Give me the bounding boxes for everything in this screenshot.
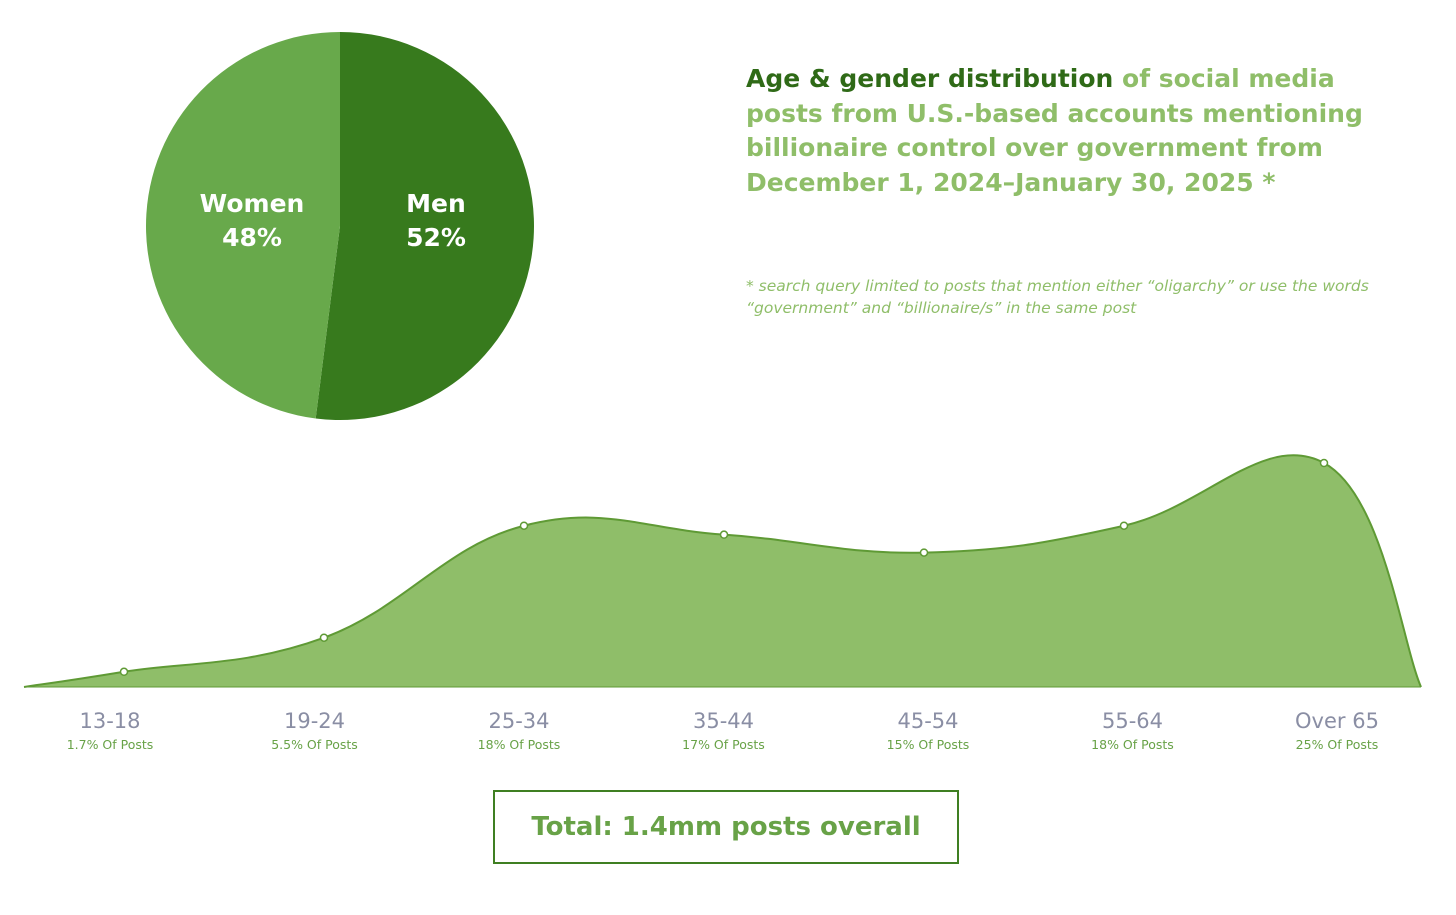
pie-label-men-value: 52% <box>406 223 466 252</box>
value-label-35-44: 17% Of Posts <box>682 737 765 752</box>
tick-label-over-65: Over 65 <box>1295 709 1379 733</box>
area-line <box>23 454 1422 688</box>
value-label-25-34: 18% Of Posts <box>477 737 561 752</box>
tick-label-45-54: 45-54 <box>897 709 959 733</box>
pie-label-women-value: 48% <box>222 223 282 252</box>
chart-title-highlight: Age & gender distribution <box>746 64 1114 93</box>
data-point-55-64 <box>1119 521 1129 530</box>
data-point-over-65 <box>1319 458 1329 468</box>
value-label-13-18: 1.7% Of Posts <box>66 737 154 752</box>
data-point-13-18 <box>119 667 129 677</box>
age-label-13-18: 13-18 1.7% Of Posts <box>10 708 210 753</box>
value-label-55-64: 18% Of Posts <box>1091 737 1174 752</box>
age-label-35-44: 35-44 17% Of Posts <box>624 708 824 753</box>
age-label-45-54: 45-54 15% Of Posts <box>828 708 1028 753</box>
data-point-35-44 <box>719 530 729 539</box>
tick-label-13-18: 13-18 <box>79 709 141 733</box>
data-point-25-34 <box>519 521 529 530</box>
area-fill <box>24 455 1421 687</box>
age-area-chart <box>23 454 1422 688</box>
tick-label-19-24: 19-24 <box>283 709 346 733</box>
total-text: Total: 1.4mm posts overall <box>531 812 921 842</box>
age-label-55-64: 55-64 18% Of Posts <box>1033 708 1233 753</box>
total-box: Total: 1.4mm posts overall <box>493 790 959 864</box>
pie-label-men-name: Men <box>406 189 466 218</box>
chart-title-rest: of social media posts from U.S.-based ac… <box>746 64 1363 197</box>
data-point-19-24 <box>319 633 329 642</box>
pie-slice-women <box>145 32 340 419</box>
tick-label-25-34: 25-34 <box>488 709 550 733</box>
value-label-over-65: 25% Of Posts <box>1295 737 1379 752</box>
chart-title: Age & gender distribution of social medi… <box>746 62 1406 200</box>
value-label-19-24: 5.5% Of Posts <box>271 737 358 752</box>
pie-label-women-name: Women <box>199 189 305 218</box>
tick-label-35-44: 35-44 <box>692 709 755 733</box>
age-label-25-34: 25-34 18% Of Posts <box>419 708 619 753</box>
value-label-45-54: 15% Of Posts <box>886 737 970 752</box>
footnote: * search query limited to posts that men… <box>746 277 1369 317</box>
age-label-19-24: 19-24 5.5% Of Posts <box>215 708 415 753</box>
tick-label-55-64: 55-64 <box>1101 709 1164 733</box>
data-point-45-54 <box>919 548 929 557</box>
pie-label-men: Men 52% <box>366 187 506 255</box>
gender-pie-chart <box>145 32 534 420</box>
pie-slice-men <box>315 32 534 420</box>
age-label-over-65: Over 65 25% Of Posts <box>1237 708 1437 753</box>
pie-label-women: Women 48% <box>182 187 322 255</box>
